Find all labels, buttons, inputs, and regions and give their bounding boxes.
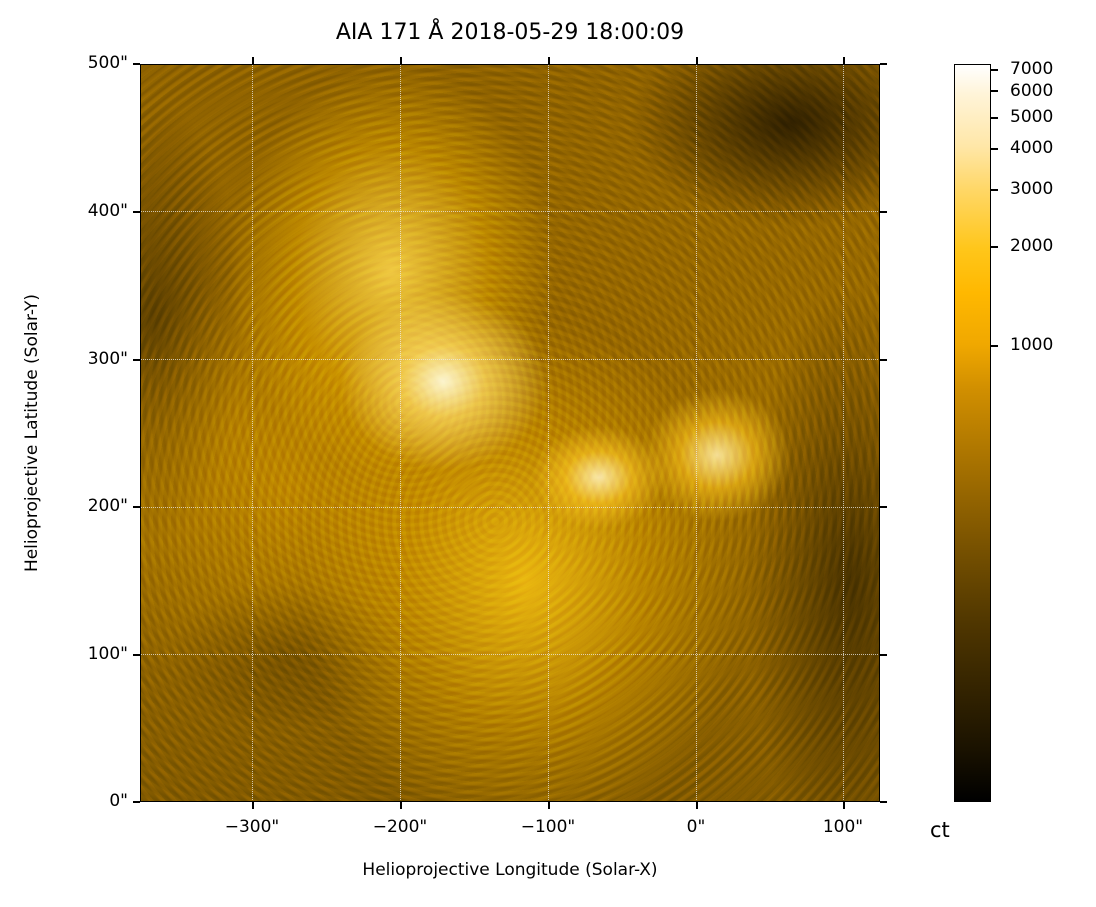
gridline-x [843, 64, 844, 802]
y-tick-label: 100" [87, 644, 128, 664]
x-tick-top [252, 57, 254, 64]
y-tick-label: 0" [109, 791, 128, 811]
y-tick [133, 359, 140, 361]
colorbar-tick-label: 4000 [1010, 138, 1054, 158]
colorbar-tick-label: 7000 [1010, 59, 1054, 79]
x-tick-label: −100" [520, 817, 576, 837]
colorbar-tick [991, 189, 998, 191]
x-tick-label: 0" [686, 817, 706, 837]
colorbar-tick [991, 117, 998, 119]
solar-image [140, 64, 880, 802]
colorbar [954, 64, 991, 802]
colorbar-tick [991, 345, 998, 347]
chart-title: AIA 171 Å 2018-05-29 18:00:09 [335, 20, 685, 45]
gridline-y [140, 359, 880, 360]
y-tick [133, 506, 140, 508]
y-tick-label: 300" [87, 349, 128, 369]
x-tick-top [548, 57, 550, 64]
colorbar-tick [991, 90, 998, 92]
x-tick [400, 802, 402, 809]
y-tick-right [880, 654, 887, 656]
y-tick-label: 500" [87, 53, 128, 73]
colorbar-tick [991, 148, 998, 150]
x-axis-label: Helioprojective Longitude (Solar-X) [362, 860, 658, 880]
x-tick [696, 802, 698, 809]
x-tick [252, 802, 254, 809]
y-tick-label: 400" [87, 201, 128, 221]
x-tick [843, 802, 845, 809]
colorbar-tick-label: 6000 [1010, 81, 1054, 101]
colorbar-tick-label: 5000 [1010, 107, 1054, 127]
coronal-loops [140, 64, 880, 802]
y-axis-label: Helioprojective Latitude (Solar-Y) [22, 293, 42, 573]
gridline-y [140, 507, 880, 508]
gridline-x [548, 64, 549, 802]
x-tick-label: −300" [224, 817, 280, 837]
gridline-y [140, 211, 880, 212]
y-tick-right [880, 211, 887, 213]
colorbar-unit-label: ct [930, 818, 950, 842]
x-tick-label: 100" [822, 817, 864, 837]
x-tick-top [400, 57, 402, 64]
gridline-x [400, 64, 401, 802]
colorbar-tick [991, 246, 998, 248]
y-tick-right [880, 506, 887, 508]
y-tick-right [880, 359, 887, 361]
colorbar-tick-label: 3000 [1010, 179, 1054, 199]
gridline-y [140, 654, 880, 655]
emission-map [140, 64, 880, 802]
gridline-x [696, 64, 697, 802]
y-tick [133, 211, 140, 213]
x-tick-top [696, 57, 698, 64]
y-tick-label: 200" [87, 496, 128, 516]
colorbar-tick-label: 1000 [1010, 335, 1054, 355]
y-tick [133, 654, 140, 656]
colorbar-tick-label: 2000 [1010, 236, 1054, 256]
y-tick-right [880, 801, 887, 803]
x-tick [548, 802, 550, 809]
gridline-x [252, 64, 253, 802]
y-tick [133, 801, 140, 803]
y-tick-right [880, 63, 887, 65]
x-tick-label: −200" [372, 817, 428, 837]
y-tick [133, 63, 140, 65]
colorbar-tick [991, 69, 998, 71]
x-tick-top [843, 57, 845, 64]
